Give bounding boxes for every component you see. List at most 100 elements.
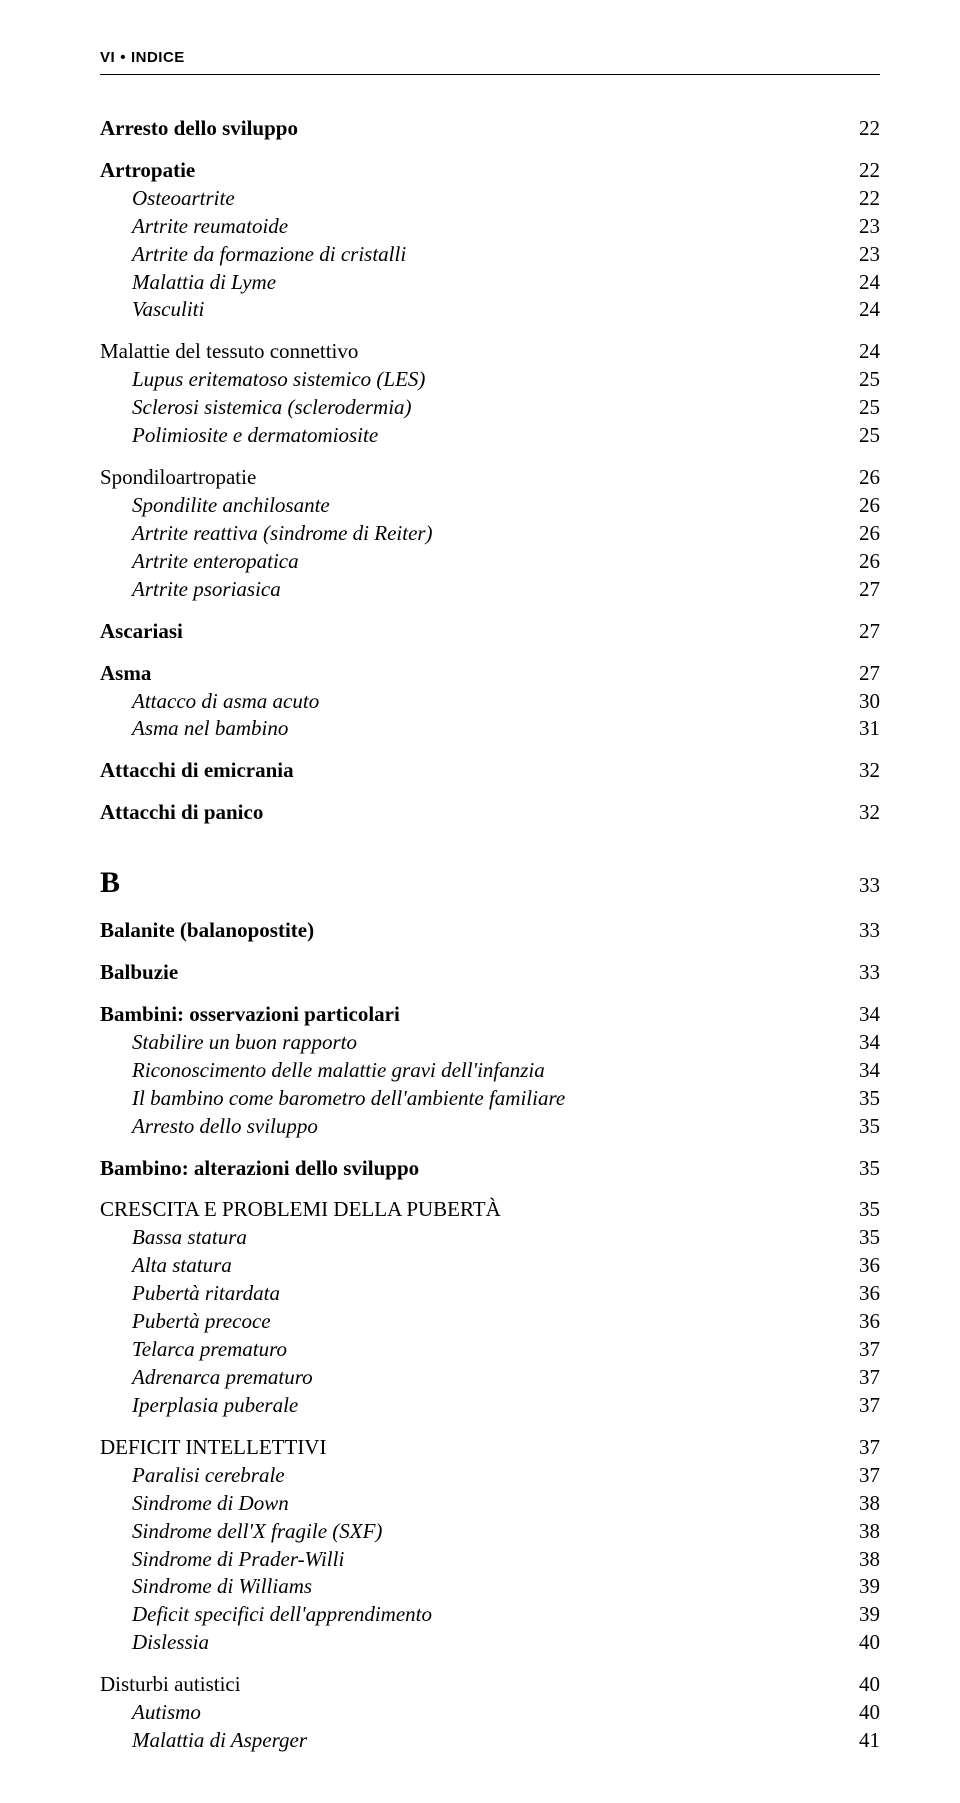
toc-entry: Dislessia40 [100,1629,880,1657]
toc-entry-label: Pubertà precoce [132,1308,840,1336]
toc-entry: Balbuzie33 [100,959,880,987]
toc-entry-page: 39 [840,1573,880,1601]
toc-entry: Asma27 [100,660,880,688]
toc-entry: Sindrome di Down38 [100,1490,880,1518]
toc-entry-label: Disturbi autistici [100,1671,840,1699]
toc-entry-label: B [100,863,840,903]
toc-entry-page: 41 [840,1727,880,1755]
toc-entry-label: Artrite da formazione di cristalli [132,241,840,269]
toc-entry: Polimiosite e dermatomiosite25 [100,422,880,450]
toc-entry: Riconoscimento delle malattie gravi dell… [100,1057,880,1085]
toc-entry-label: Arresto dello sviluppo [100,115,840,143]
toc-entry: Il bambino come barometro dell'ambiente … [100,1085,880,1113]
toc-entry: Artrite psoriasica27 [100,576,880,604]
toc-entry-label: Artrite psoriasica [132,576,840,604]
toc-entry-page: 24 [840,338,880,366]
toc-entry: Paralisi cerebrale37 [100,1462,880,1490]
toc-entry-label: Asma [100,660,840,688]
toc-entry-label: Attacco di asma acuto [132,688,840,716]
toc-entry-label: Artrite enteropatica [132,548,840,576]
toc-entry-label: Adrenarca prematuro [132,1364,840,1392]
toc-entry: Pubertà ritardata36 [100,1280,880,1308]
toc-entry-page: 37 [840,1434,880,1462]
toc-entry-page: 36 [840,1308,880,1336]
toc-entry: Sindrome di Williams39 [100,1573,880,1601]
toc-entry-page: 22 [840,157,880,185]
header-title: INDICE [131,49,185,66]
toc-entry: Asma nel bambino31 [100,715,880,743]
toc-entry: Bassa statura35 [100,1224,880,1252]
toc-entry: Artropatie22 [100,157,880,185]
toc-entry: Deficit specifici dell'apprendimento39 [100,1601,880,1629]
toc-entry-page: 36 [840,1252,880,1280]
toc-entry-page: 26 [840,520,880,548]
toc-entry-page: 26 [840,464,880,492]
toc-entry-label: Artrite reattiva (sindrome di Reiter) [132,520,840,548]
toc-entry: Attacco di asma acuto30 [100,688,880,716]
toc-entry-label: Stabilire un buon rapporto [132,1029,840,1057]
toc-entry: Sindrome di Prader-Willi38 [100,1546,880,1574]
header-rule [100,74,880,75]
toc-entry: Bambino: alterazioni dello sviluppo35 [100,1155,880,1183]
toc-entry-label: Riconoscimento delle malattie gravi dell… [132,1057,840,1085]
toc-entry-label: Il bambino come barometro dell'ambiente … [132,1085,840,1113]
toc-entry-label: Arresto dello sviluppo [132,1113,840,1141]
toc-entry-label: Bambini: osservazioni particolari [100,1001,840,1029]
toc-entry: CRESCITA E PROBLEMI DELLA PUBERTÀ35 [100,1196,880,1224]
toc-entry: Pubertà precoce36 [100,1308,880,1336]
toc-entry-page: 40 [840,1629,880,1657]
toc-entry-label: Dislessia [132,1629,840,1657]
toc-entry-page: 35 [840,1224,880,1252]
toc-entry-page: 34 [840,1057,880,1085]
toc-entry: Spondilite anchilosante26 [100,492,880,520]
toc-entry-page: 37 [840,1364,880,1392]
toc-entry-label: Bassa statura [132,1224,840,1252]
toc-entry-label: Osteoartrite [132,185,840,213]
toc-entry-page: 36 [840,1280,880,1308]
toc-entry-page: 27 [840,618,880,646]
toc-entry-label: Iperplasia puberale [132,1392,840,1420]
toc-entry: Arresto dello sviluppo22 [100,115,880,143]
toc-entry-label: Balanite (balanopostite) [100,917,840,945]
toc-entry: Autismo40 [100,1699,880,1727]
toc-entry-page: 27 [840,576,880,604]
toc-entry-label: Deficit specifici dell'apprendimento [132,1601,840,1629]
toc-entry-label: Attacchi di panico [100,799,840,827]
toc-entry-label: Artrite reumatoide [132,213,840,241]
toc-entry-page: 40 [840,1699,880,1727]
toc-entry-page: 33 [840,959,880,987]
toc-entry-page: 32 [840,799,880,827]
toc-entry-page: 22 [840,115,880,143]
toc-entry-label: Ascariasi [100,618,840,646]
toc-entry-page: 37 [840,1336,880,1364]
toc-entry-label: Sclerosi sistemica (sclerodermia) [132,394,840,422]
toc-entry-label: Bambino: alterazioni dello sviluppo [100,1155,840,1183]
toc-entry-page: 25 [840,366,880,394]
toc-entry: DEFICIT INTELLETTIVI37 [100,1434,880,1462]
toc-entry-label: Malattia di Asperger [132,1727,840,1755]
toc-entry: Bambini: osservazioni particolari34 [100,1001,880,1029]
toc-entry-label: Telarca prematuro [132,1336,840,1364]
toc-entry: Osteoartrite22 [100,185,880,213]
toc-entry-label: Artropatie [100,157,840,185]
toc-entry-label: DEFICIT INTELLETTIVI [100,1434,840,1462]
toc-entry-page: 35 [840,1155,880,1183]
toc-entry-page: 38 [840,1518,880,1546]
toc-entry-label: Sindrome di Prader-Willi [132,1546,840,1574]
toc-entry-label: Spondiloartropatie [100,464,840,492]
toc-entry-label: Pubertà ritardata [132,1280,840,1308]
toc-entry-page: 33 [840,872,880,900]
toc-entry: Sindrome dell'X fragile (SXF)38 [100,1518,880,1546]
toc-entry-label: Sindrome dell'X fragile (SXF) [132,1518,840,1546]
toc-entry-page: 35 [840,1085,880,1113]
toc-entry-page: 34 [840,1001,880,1029]
toc-entry: Malattie del tessuto connettivo24 [100,338,880,366]
toc-entry: Artrite reumatoide23 [100,213,880,241]
toc-entry-label: CRESCITA E PROBLEMI DELLA PUBERTÀ [100,1196,840,1224]
toc-entry: Attacchi di panico32 [100,799,880,827]
toc-entry-page: 26 [840,548,880,576]
toc-entry-page: 24 [840,269,880,297]
header-bullet: • [120,49,126,66]
toc-entry-page: 35 [840,1196,880,1224]
toc-entry-page: 27 [840,660,880,688]
